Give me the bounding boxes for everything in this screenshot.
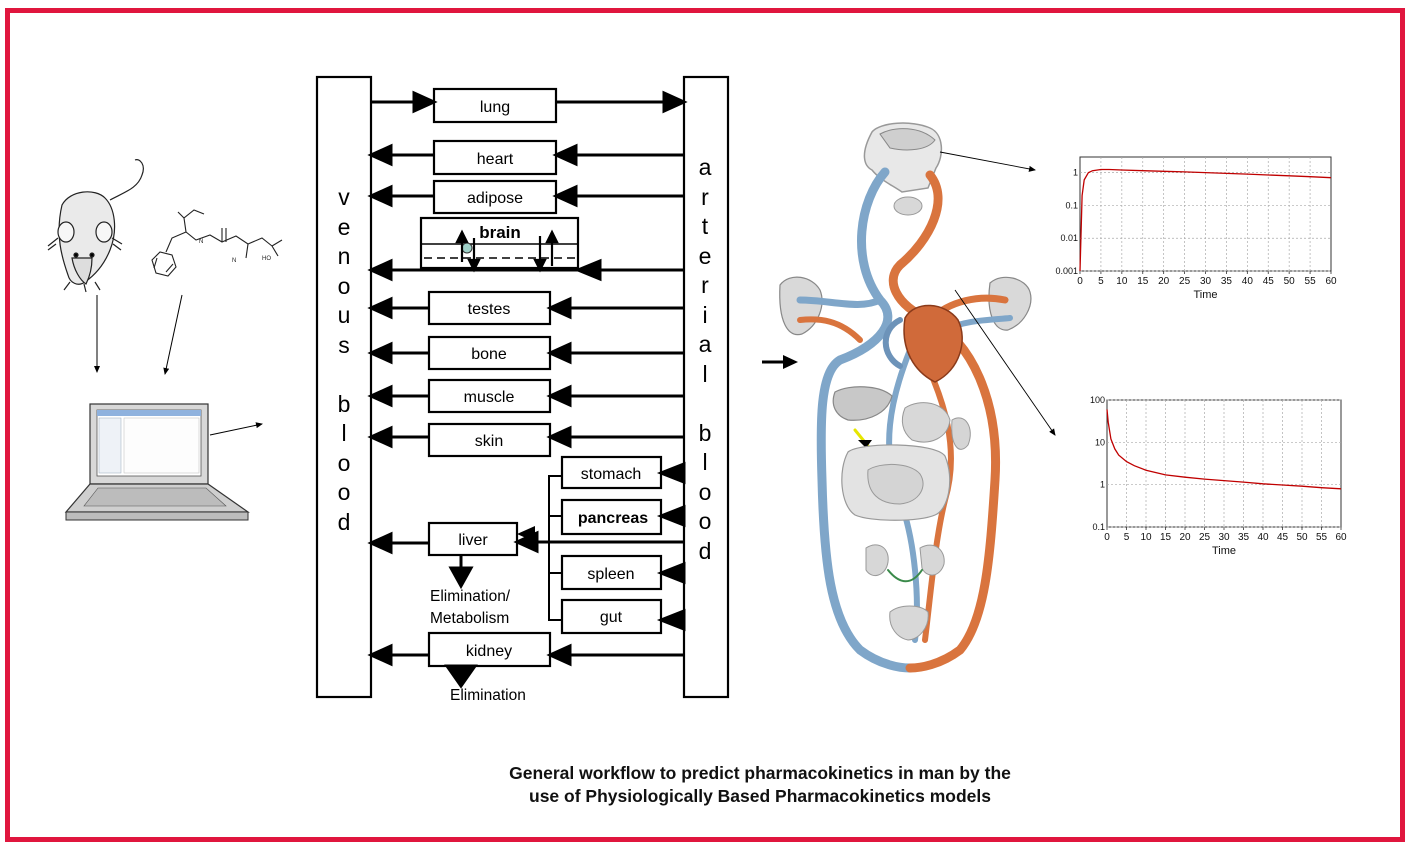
caption-line-2: use of Physiologically Based Pharmacokin… bbox=[420, 785, 1100, 808]
x-tick-label: 40 bbox=[1257, 532, 1269, 543]
x-tick-label: 5 bbox=[1098, 276, 1104, 287]
x-tick-label: 60 bbox=[1325, 276, 1337, 287]
x-tick-label: 45 bbox=[1263, 276, 1275, 287]
x-tick-label: 20 bbox=[1158, 276, 1170, 287]
y-tick-label: 1 bbox=[1073, 168, 1078, 178]
y-tick-label: 10 bbox=[1095, 437, 1105, 447]
x-tick-label: 25 bbox=[1179, 276, 1191, 287]
x-tick-label: 10 bbox=[1140, 532, 1152, 543]
x-tick-label: 55 bbox=[1305, 276, 1317, 287]
x-tick-label: 35 bbox=[1221, 276, 1233, 287]
x-tick-label: 15 bbox=[1160, 532, 1172, 543]
x-tick-label: 30 bbox=[1218, 532, 1230, 543]
x-tick-label: 20 bbox=[1179, 532, 1191, 543]
x-tick-label: 55 bbox=[1316, 532, 1328, 543]
plot-area bbox=[1107, 400, 1341, 527]
x-tick-label: 50 bbox=[1296, 532, 1308, 543]
x-tick-label: 35 bbox=[1238, 532, 1250, 543]
caption-line-1: General workflow to predict pharmacokine… bbox=[420, 762, 1100, 785]
y-tick-label: 0.001 bbox=[1055, 266, 1078, 276]
x-tick-label: 25 bbox=[1199, 532, 1211, 543]
y-tick-label: 0.01 bbox=[1060, 233, 1078, 243]
concentration-chart-top: 0 5 10 15 20 25 30 35 40 45 50 55 60 1 0.1 0.01 0.001 Tim… bbox=[1055, 157, 1337, 301]
x-tick-label: 60 bbox=[1335, 532, 1347, 543]
x-tick-label: 30 bbox=[1200, 276, 1212, 287]
figure-caption: General workflow to predict pharmacokine… bbox=[420, 762, 1100, 808]
y-tick-label: 1 bbox=[1100, 480, 1105, 490]
x-tick-label: 45 bbox=[1277, 532, 1289, 543]
y-tick-label: 0.1 bbox=[1092, 522, 1105, 532]
y-tick-label: 0.1 bbox=[1065, 200, 1078, 210]
y-tick-label: 100 bbox=[1090, 395, 1105, 405]
x-tick-label: 5 bbox=[1124, 532, 1130, 543]
x-tick-label: 40 bbox=[1242, 276, 1254, 287]
x-tick-label: 10 bbox=[1116, 276, 1128, 287]
concentration-chart-bottom: 0 5 10 15 20 25 30 35 40 45 50 55 60 100 10 1 0.1 Time bbox=[1090, 395, 1347, 557]
x-tick-label: 0 bbox=[1077, 276, 1083, 287]
x-axis-label: Time bbox=[1212, 545, 1236, 557]
x-tick-label: 15 bbox=[1137, 276, 1149, 287]
x-tick-label: 0 bbox=[1104, 532, 1110, 543]
x-tick-label: 50 bbox=[1284, 276, 1296, 287]
x-axis-label: Time bbox=[1193, 289, 1217, 301]
